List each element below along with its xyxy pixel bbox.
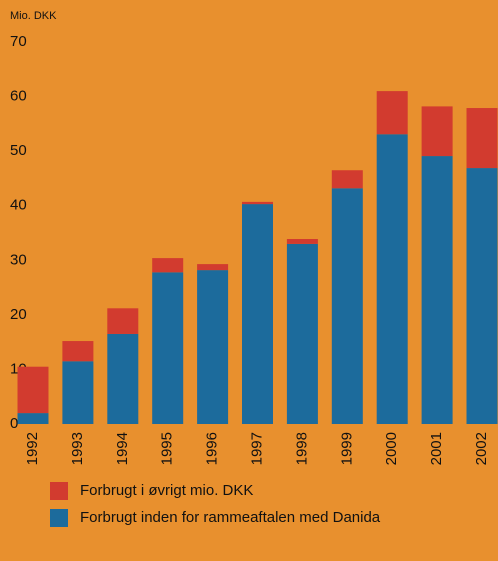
legend-swatch (50, 509, 68, 527)
x-tick-label: 1994 (114, 432, 131, 465)
bar-segment (466, 168, 498, 424)
bar-segment (62, 341, 94, 362)
y-tick-label: 30 (10, 251, 27, 268)
x-tick-label: 1995 (159, 432, 176, 465)
x-tick-label: 2002 (473, 432, 490, 465)
y-tick-label: 70 (10, 33, 27, 50)
legend-label: Forbrugt inden for rammeaftalen med Dani… (80, 509, 381, 526)
y-tick-label: 60 (10, 88, 27, 105)
legend-swatch (50, 482, 68, 500)
bar-segment (286, 239, 318, 244)
bar-segment (152, 258, 184, 273)
y-tick-label: 40 (10, 197, 27, 214)
bar-segment (107, 308, 139, 334)
y-tick-label: 50 (10, 142, 27, 159)
bar-segment (197, 264, 229, 271)
bar-segment (17, 413, 49, 424)
x-tick-label: 2001 (428, 432, 445, 465)
x-tick-label: 1993 (69, 432, 86, 465)
x-tick-label: 1996 (204, 432, 221, 465)
bar-segment (242, 204, 273, 424)
bar-segment (376, 91, 408, 135)
bar-segment (421, 106, 453, 157)
y-axis-label: Mio. DKK (10, 10, 57, 22)
x-tick-label: 1992 (24, 432, 41, 465)
bar-segment (466, 108, 498, 169)
bar-segment (152, 272, 184, 424)
bar-segment (421, 156, 453, 424)
x-tick-label: 1998 (293, 432, 310, 465)
bar-segment (62, 361, 94, 424)
x-tick-label: 1997 (248, 432, 265, 465)
bar-segment (107, 333, 139, 424)
bar-segment (376, 134, 408, 424)
bar-segment (331, 188, 363, 424)
legend-label: Forbrugt i øvrigt mio. DKK (80, 482, 253, 499)
bar-segment (197, 270, 229, 424)
y-tick-label: 20 (10, 306, 27, 323)
bar-segment (17, 366, 49, 414)
bar-segment (242, 201, 273, 205)
x-tick-label: 2000 (383, 432, 400, 465)
bar-segment (331, 170, 363, 189)
y-tick-label: 0 (10, 415, 18, 432)
x-tick-label: 1999 (338, 432, 355, 465)
bar-segment (286, 243, 318, 424)
